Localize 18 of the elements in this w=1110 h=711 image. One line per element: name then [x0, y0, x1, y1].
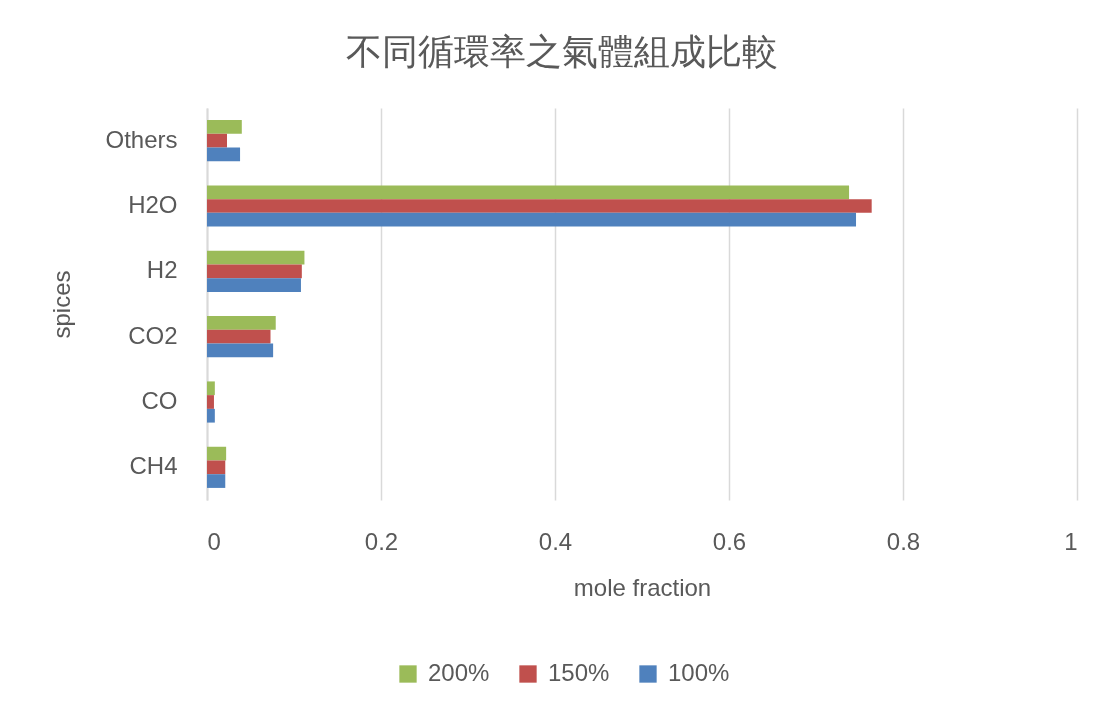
x-tick-label: 0.2	[364, 527, 399, 555]
x-tick-label: 0.4	[538, 527, 573, 555]
x-axis-title: mole fraction	[573, 573, 712, 601]
x-tick-label: 0	[207, 527, 221, 555]
legend-label: 150%	[548, 659, 610, 686]
x-tick-label: 0.8	[886, 527, 921, 555]
y-tick-label: CO2	[128, 321, 178, 349]
x-tick-label: 1	[1064, 527, 1078, 555]
y-tick-label: H2	[146, 256, 178, 284]
y-tick-label: H2O	[128, 191, 178, 218]
y-axis-title: spices	[48, 270, 76, 339]
y-tick-label: Others	[105, 125, 178, 153]
legend-label: 200%	[428, 659, 490, 686]
legend-label: 100%	[668, 659, 730, 686]
x-tick-label: 0.6	[712, 527, 747, 555]
y-tick-label: CO	[141, 387, 178, 414]
chart-title: 不同循環率之氣體組成比較	[346, 31, 778, 72]
y-tick-label: CH4	[129, 452, 178, 480]
